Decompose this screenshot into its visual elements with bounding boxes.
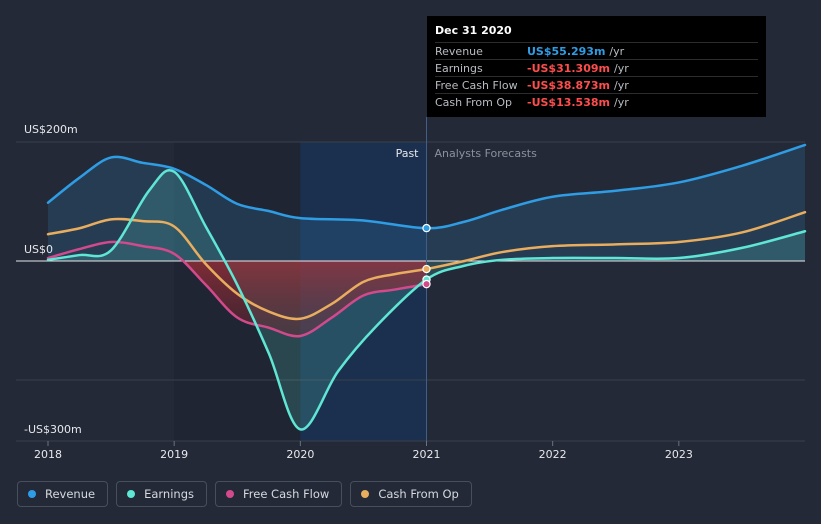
- legend-item-cash-from-op[interactable]: Cash From Op: [350, 481, 472, 507]
- earnings-dot-icon: [127, 490, 136, 498]
- y-label: US$200m: [24, 123, 78, 136]
- marker-cash-from-op: [422, 264, 431, 274]
- tooltip: Dec 31 2020 Revenue US$55.293m /yr Earni…: [427, 16, 766, 117]
- marker-revenue: [422, 223, 431, 233]
- cash-from-op-dot-icon: [361, 490, 370, 498]
- series-line-earnings: [46, 169, 807, 431]
- tooltip-value: US$55.293m: [527, 44, 606, 58]
- series-line-revenue: [46, 143, 807, 230]
- x-tick-label: 2021: [413, 448, 441, 461]
- tooltip-row-revenue: Revenue US$55.293m /yr: [435, 42, 758, 59]
- tooltip-row-cash-from-op: Cash From Op -US$13.538m /yr: [435, 93, 758, 110]
- tooltip-value: -US$38.873m: [527, 78, 610, 92]
- tooltip-value: -US$13.538m: [527, 95, 610, 109]
- past-label: Past: [396, 147, 420, 160]
- tooltip-value: -US$31.309m: [527, 61, 610, 75]
- tooltip-label: Free Cash Flow: [435, 78, 518, 92]
- tooltip-unit: /yr: [613, 61, 629, 75]
- tooltip-label: Revenue: [435, 44, 483, 58]
- legend: Revenue Earnings Free Cash Flow Cash Fro…: [17, 481, 472, 507]
- series-line-free-cash-flow: [46, 240, 428, 338]
- tooltip-row-earnings: Earnings -US$31.309m /yr: [435, 59, 758, 76]
- tooltip-label: Cash From Op: [435, 95, 513, 109]
- x-tick-label: 2020: [286, 448, 314, 461]
- revenue-dot-icon: [28, 490, 36, 498]
- tooltip-unit: /yr: [613, 78, 629, 92]
- tooltip-unit: /yr: [613, 95, 629, 109]
- tooltip-date: Dec 31 2020: [435, 24, 512, 37]
- legend-item-free-cash-flow[interactable]: Free Cash Flow: [215, 481, 343, 507]
- legend-item-earnings[interactable]: Earnings: [116, 481, 207, 507]
- legend-label: Earnings: [144, 487, 194, 501]
- y-label: US$0: [24, 243, 53, 256]
- legend-item-revenue[interactable]: Revenue: [17, 481, 109, 507]
- tooltip-label: Earnings: [435, 61, 483, 75]
- legend-label: Cash From Op: [378, 487, 459, 501]
- x-tick-label: 2018: [34, 448, 62, 461]
- x-tick-label: 2022: [539, 448, 567, 461]
- marker-free-cash-flow: [422, 279, 431, 289]
- legend-label: Revenue: [45, 487, 96, 501]
- series-line-cash-from-op: [46, 210, 807, 321]
- tooltip-unit: /yr: [609, 44, 625, 58]
- x-tick-label: 2023: [665, 448, 693, 461]
- x-tick-label: 2019: [160, 448, 188, 461]
- tooltip-row-free-cash-flow: Free Cash Flow -US$38.873m /yr: [435, 76, 758, 93]
- forecast-label: Analysts Forecasts: [435, 147, 538, 160]
- y-label: -US$300m: [24, 423, 82, 436]
- free-cash-flow-dot-icon: [226, 490, 234, 498]
- legend-label: Free Cash Flow: [243, 487, 330, 501]
- revenue-area: [48, 144, 805, 261]
